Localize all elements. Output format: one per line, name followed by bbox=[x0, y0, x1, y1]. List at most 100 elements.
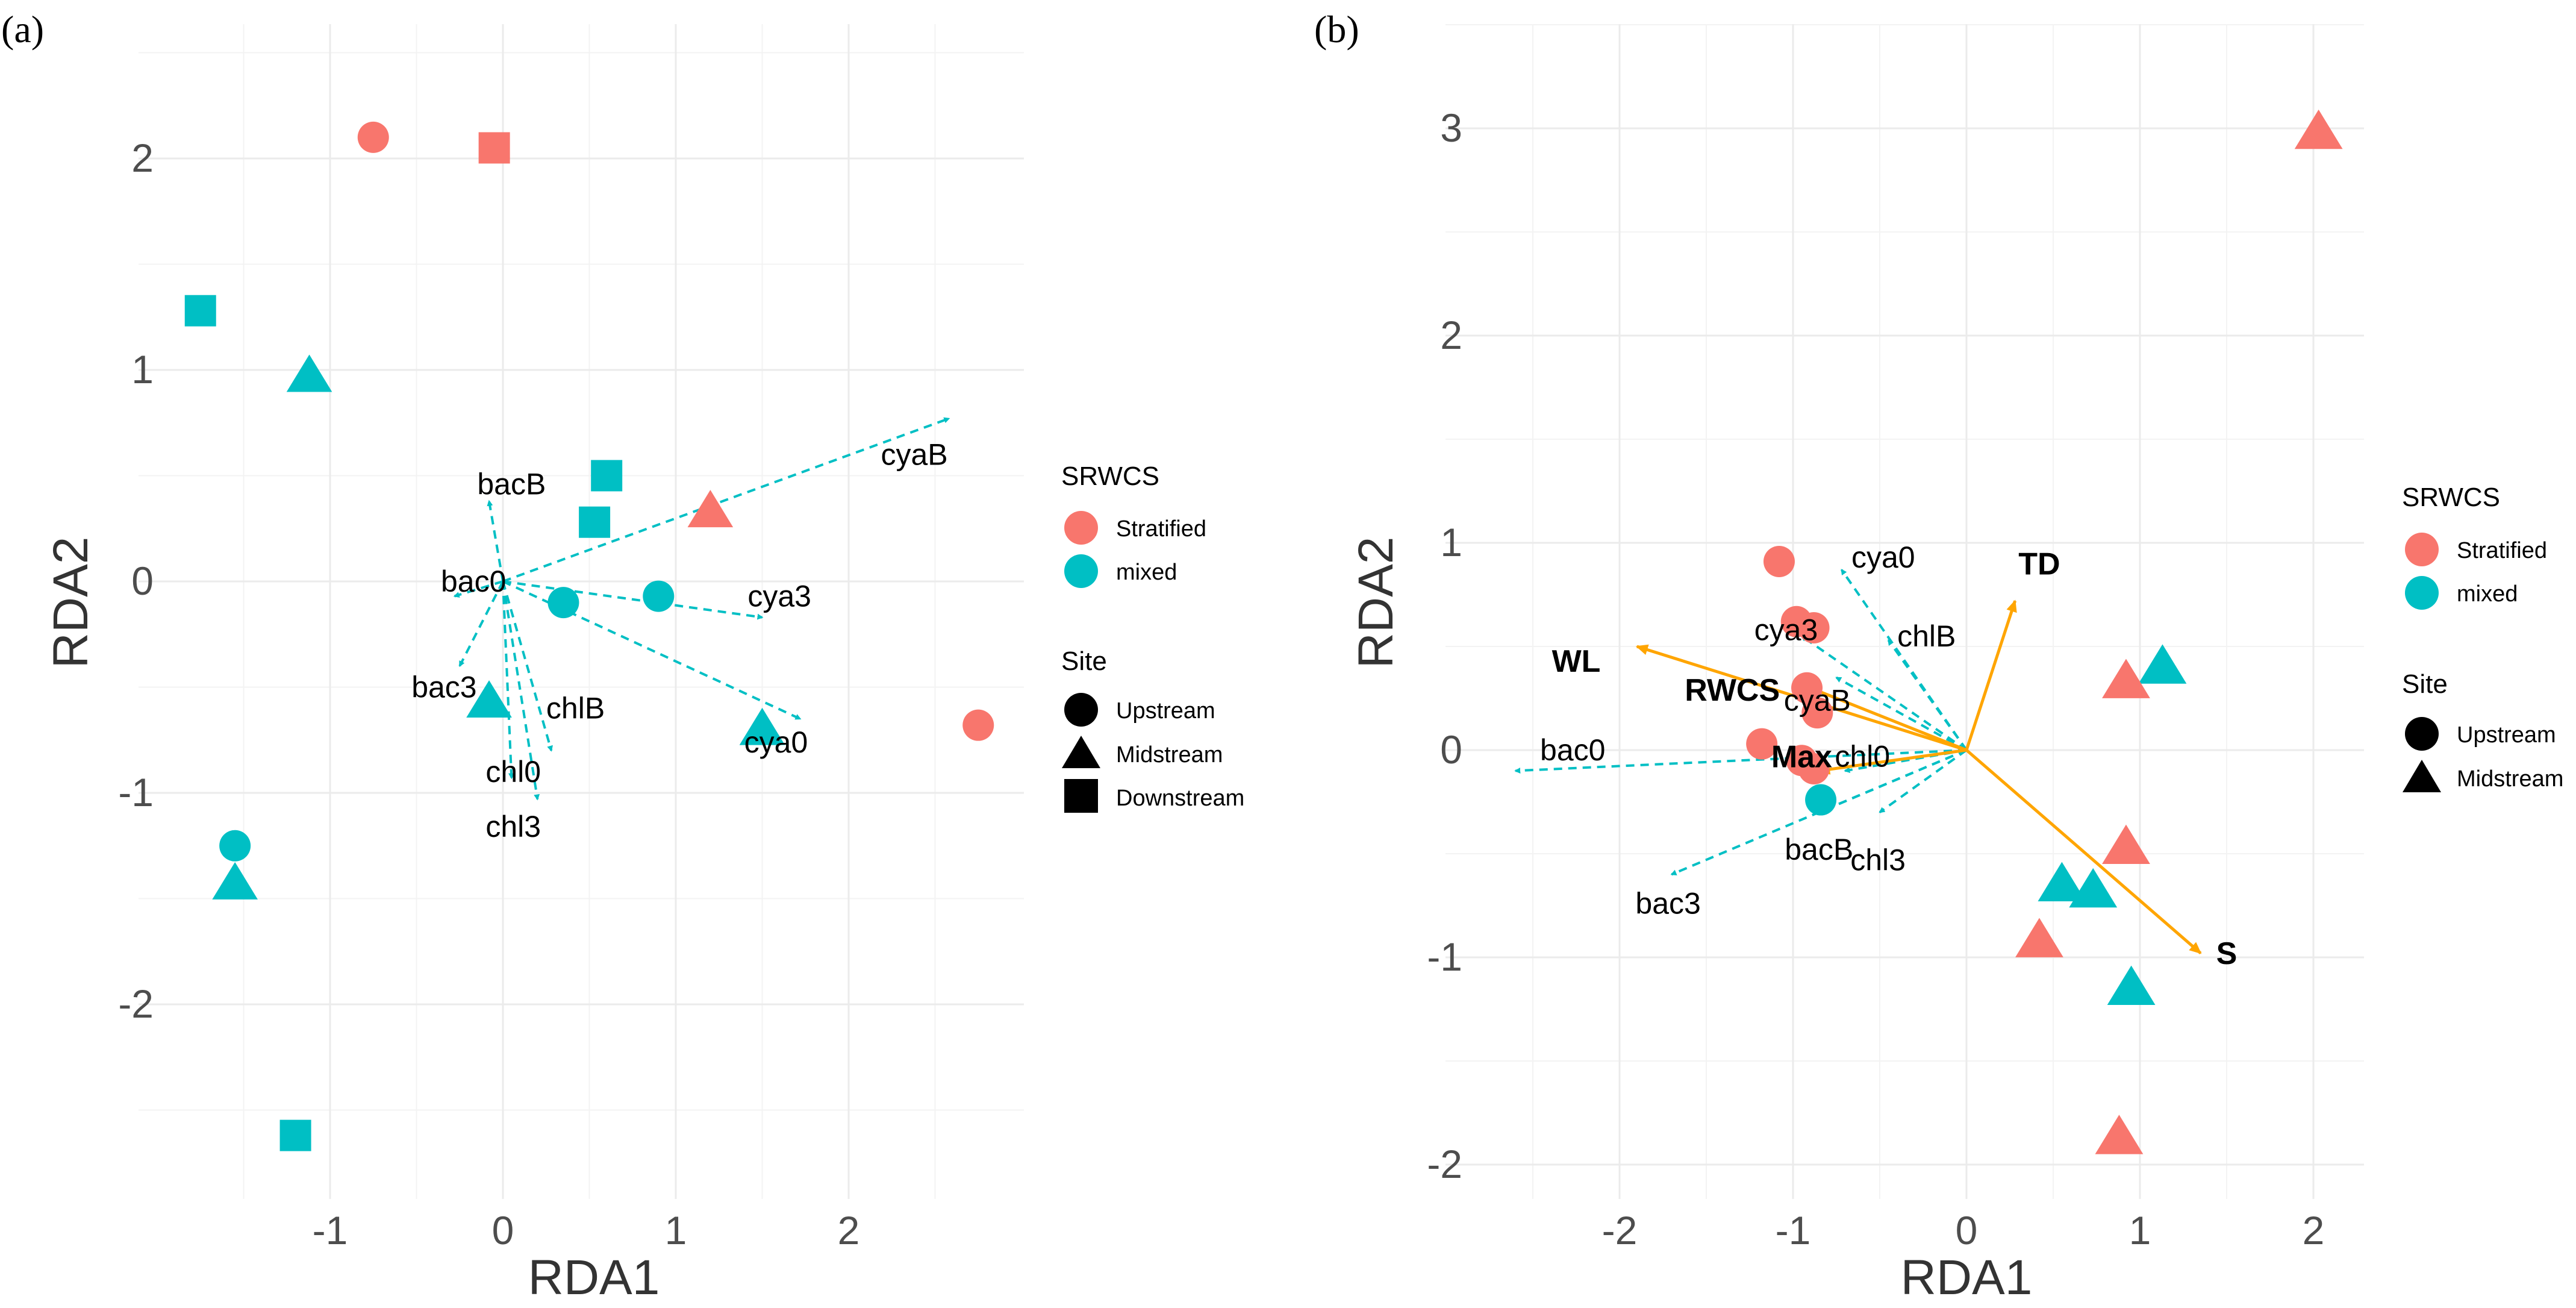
point-mixed-midstream bbox=[739, 707, 785, 745]
point-stratified-upstream bbox=[1798, 753, 1830, 784]
x-tick-label: 1 bbox=[2129, 1208, 2151, 1253]
species-arrow-bac3 bbox=[458, 581, 504, 668]
legend-b-midstream-swatch bbox=[2403, 760, 2441, 792]
legend-b-mixed-label: mixed bbox=[2457, 581, 2518, 607]
legend-stratified-label: Stratified bbox=[1116, 516, 1206, 542]
env-label-WL: WL bbox=[1552, 644, 1601, 679]
species-arrow-chl0 bbox=[502, 581, 514, 780]
panel-b-x-ticks: -2 -1 0 1 2 bbox=[1602, 1208, 2325, 1253]
legend-downstream-swatch bbox=[1064, 779, 1098, 813]
y-tick-label: 0 bbox=[131, 559, 154, 603]
species-label-chlB: chlB bbox=[1897, 619, 1956, 653]
y-tick-label: -2 bbox=[1427, 1142, 1462, 1186]
legend-midstream-swatch bbox=[1062, 736, 1100, 768]
point-mixed-downstream bbox=[184, 295, 216, 327]
x-tick-label: -2 bbox=[1602, 1208, 1638, 1253]
y-tick-label: -1 bbox=[1427, 934, 1462, 979]
panel-a-y-ticks: -2 -1 0 1 2 bbox=[118, 136, 154, 1026]
legend-b-mixed-swatch bbox=[2405, 576, 2439, 610]
panel-a-legend: SRWCS Stratified mixed Site Upstream Mid… bbox=[1061, 462, 1244, 813]
species-label-cyaB: cyaB bbox=[881, 437, 947, 471]
panel-a: (a) -2 -1 0 1 2 -1 0 1 2 cyaB bacB bac0 cya3 bac3 ch… bbox=[1, 8, 1244, 1305]
panel-b-env-arrows bbox=[1635, 599, 2202, 955]
point-stratified-upstream bbox=[357, 121, 389, 153]
legend-mixed-label: mixed bbox=[1116, 560, 1177, 585]
env-label-Max: Max bbox=[1771, 739, 1832, 774]
point-mixed-upstream bbox=[1805, 784, 1837, 816]
panel-a-species-arrows bbox=[453, 417, 950, 801]
point-mixed-midstream bbox=[286, 354, 332, 392]
y-tick-label: 1 bbox=[1440, 520, 1462, 565]
x-tick-label: -1 bbox=[313, 1208, 348, 1253]
panel-b-legend-shape-title: Site bbox=[2402, 669, 2448, 699]
env-label-S: S bbox=[2216, 936, 2238, 971]
point-mixed-upstream bbox=[219, 830, 251, 862]
species-arrow-cya0 bbox=[502, 580, 802, 720]
legend-upstream-swatch bbox=[1064, 693, 1098, 727]
species-label-cya3: cya3 bbox=[1754, 613, 1818, 646]
legend-b-upstream-label: Upstream bbox=[2457, 722, 2556, 748]
x-tick-label: 0 bbox=[492, 1208, 514, 1253]
point-mixed-downstream bbox=[279, 1119, 311, 1151]
legend-b-stratified-swatch bbox=[2405, 533, 2439, 566]
species-label-bac3: bac3 bbox=[1635, 887, 1700, 921]
point-stratified-midstream bbox=[2294, 109, 2343, 149]
point-mixed-upstream bbox=[547, 587, 579, 619]
panel-b-y-axis-title: RDA2 bbox=[1349, 537, 1403, 669]
point-mixed-midstream bbox=[212, 862, 258, 900]
panel-b-label: (b) bbox=[1314, 8, 1359, 51]
point-mixed-downstream bbox=[591, 460, 623, 492]
point-mixed-midstream bbox=[2069, 868, 2118, 908]
species-arrow-bac0 bbox=[1514, 749, 1967, 774]
panel-a-species-labels: cyaB bacB bac0 cya3 bac3 chlB cya0 chl0 chl3 bbox=[411, 437, 947, 843]
species-arrow-cyaB bbox=[1835, 676, 1967, 751]
point-stratified-upstream bbox=[1791, 672, 1823, 704]
panel-b-x-axis-title: RDA1 bbox=[1901, 1250, 2033, 1305]
panel-a-legend-color-title: SRWCS bbox=[1061, 462, 1159, 491]
species-label-cya3: cya3 bbox=[747, 580, 811, 613]
y-tick-label: 0 bbox=[1440, 727, 1462, 772]
species-arrow-chl3 bbox=[502, 581, 540, 801]
panel-a-grid bbox=[139, 24, 1024, 1199]
y-tick-label: -2 bbox=[118, 981, 154, 1026]
point-stratified-downstream bbox=[478, 132, 510, 164]
point-mixed-downstream bbox=[579, 506, 611, 538]
x-tick-label: 1 bbox=[665, 1208, 687, 1253]
legend-midstream-label: Midstream bbox=[1116, 742, 1223, 768]
species-label-bac3: bac3 bbox=[411, 671, 476, 704]
point-stratified-upstream bbox=[1763, 545, 1795, 577]
legend-downstream-label: Downstream bbox=[1116, 786, 1244, 811]
env-label-RWCS: RWCS bbox=[1685, 673, 1780, 708]
species-arrow-chlB bbox=[502, 581, 553, 752]
species-arrow-chlB bbox=[1887, 639, 1968, 751]
x-tick-label: 0 bbox=[1956, 1208, 1978, 1253]
species-label-cyaB: cyaB bbox=[1784, 683, 1851, 717]
point-stratified-upstream bbox=[1801, 697, 1833, 729]
env-arrow-S bbox=[1965, 749, 2202, 955]
legend-upstream-label: Upstream bbox=[1116, 698, 1215, 724]
panel-b-legend-color-title: SRWCS bbox=[2402, 483, 2500, 512]
species-label-bacB: bacB bbox=[477, 468, 546, 501]
species-label-bac0: bac0 bbox=[1540, 733, 1605, 767]
env-arrow-Max bbox=[1818, 748, 1967, 775]
legend-b-stratified-label: Stratified bbox=[2457, 538, 2547, 563]
x-tick-label: -1 bbox=[1776, 1208, 1811, 1253]
point-stratified-upstream bbox=[1746, 728, 1778, 760]
legend-b-midstream-label: Midstream bbox=[2457, 766, 2563, 792]
species-label-cya0: cya0 bbox=[744, 725, 808, 759]
legend-stratified-swatch bbox=[1064, 511, 1098, 545]
point-stratified-midstream bbox=[2102, 824, 2150, 865]
panel-b-points bbox=[1746, 109, 2343, 1154]
species-arrow-chl3 bbox=[1879, 749, 1968, 813]
species-label-chl0: chl0 bbox=[1835, 739, 1890, 773]
species-arrow-cya3 bbox=[1800, 635, 1968, 751]
panel-a-x-ticks: -1 0 1 2 bbox=[313, 1208, 860, 1253]
species-label-chl3: chl3 bbox=[1850, 843, 1906, 877]
panel-b: (b) -2 -1 0 1 2 3 -2 -1 0 1 2 cya0 cya3 chlB cyaB bac… bbox=[1314, 8, 2563, 1305]
panel-a-points bbox=[184, 121, 994, 1151]
legend-mixed-swatch bbox=[1064, 554, 1098, 588]
y-tick-label: -1 bbox=[118, 770, 154, 815]
y-tick-label: 3 bbox=[1440, 105, 1462, 150]
